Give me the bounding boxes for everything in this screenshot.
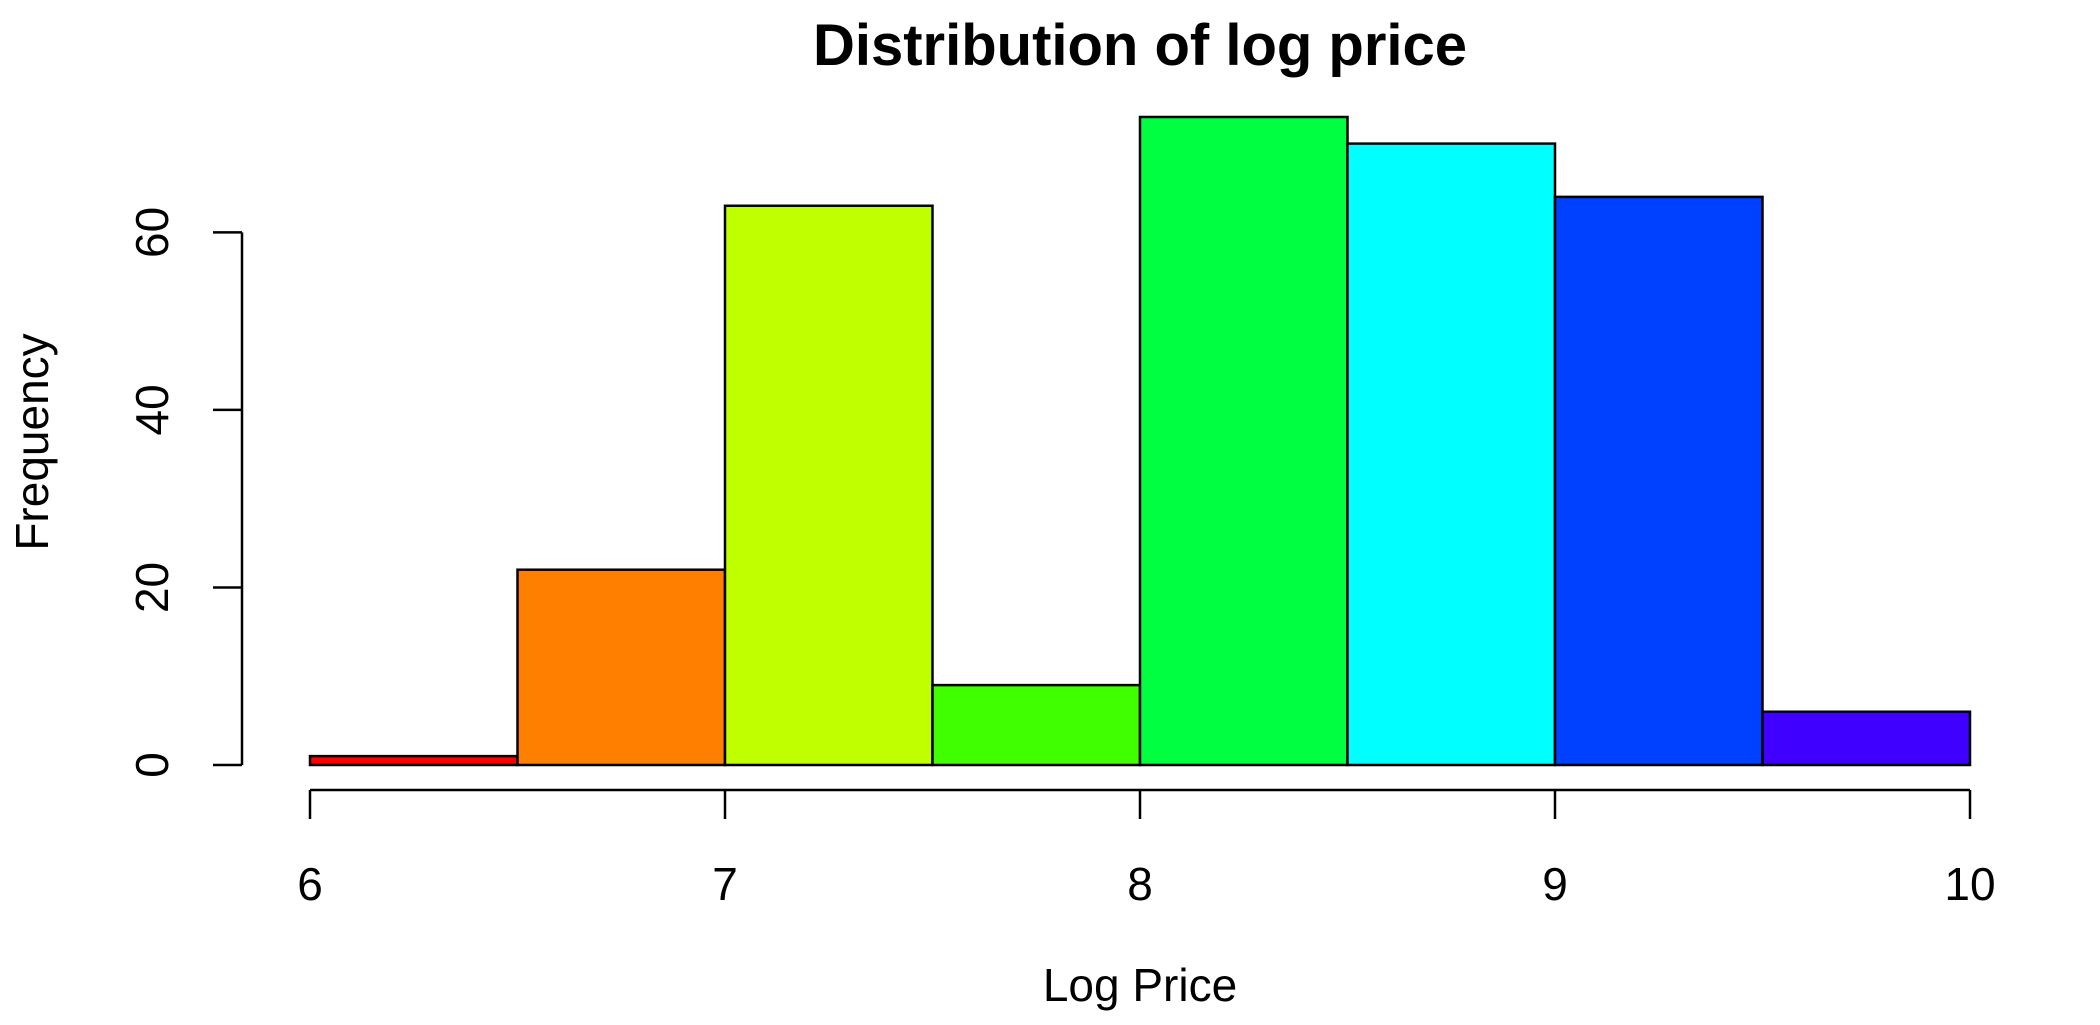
histogram-bar [516, 568, 727, 767]
y-tick-label: 40 [126, 384, 178, 435]
histogram-bar [308, 754, 519, 767]
y-axis-label: Frequency [6, 333, 58, 550]
histogram-bar [1553, 195, 1764, 767]
histogram-bar [931, 683, 1142, 767]
x-axis: 6 7 8 9 10 [297, 788, 1996, 910]
histogram-bar [1761, 710, 1972, 767]
y-tick-label: 60 [126, 207, 178, 258]
histogram-bar [1138, 115, 1349, 767]
x-tick-label: 10 [1944, 858, 1995, 910]
x-axis-label: Log Price [1043, 959, 1237, 1011]
x-tick-label: 8 [1127, 858, 1153, 910]
histogram-bar [1346, 142, 1557, 767]
y-axis: 0 20 40 60 [126, 207, 244, 778]
x-tick-label: 6 [297, 858, 323, 910]
chart-title: Distribution of log price [813, 13, 1467, 78]
histogram-bar [723, 204, 934, 767]
x-tick-label: 7 [712, 858, 738, 910]
x-tick-label: 9 [1542, 858, 1568, 910]
bars-group [308, 115, 1972, 767]
y-tick-label: 0 [126, 752, 178, 778]
y-tick-label: 20 [126, 562, 178, 613]
